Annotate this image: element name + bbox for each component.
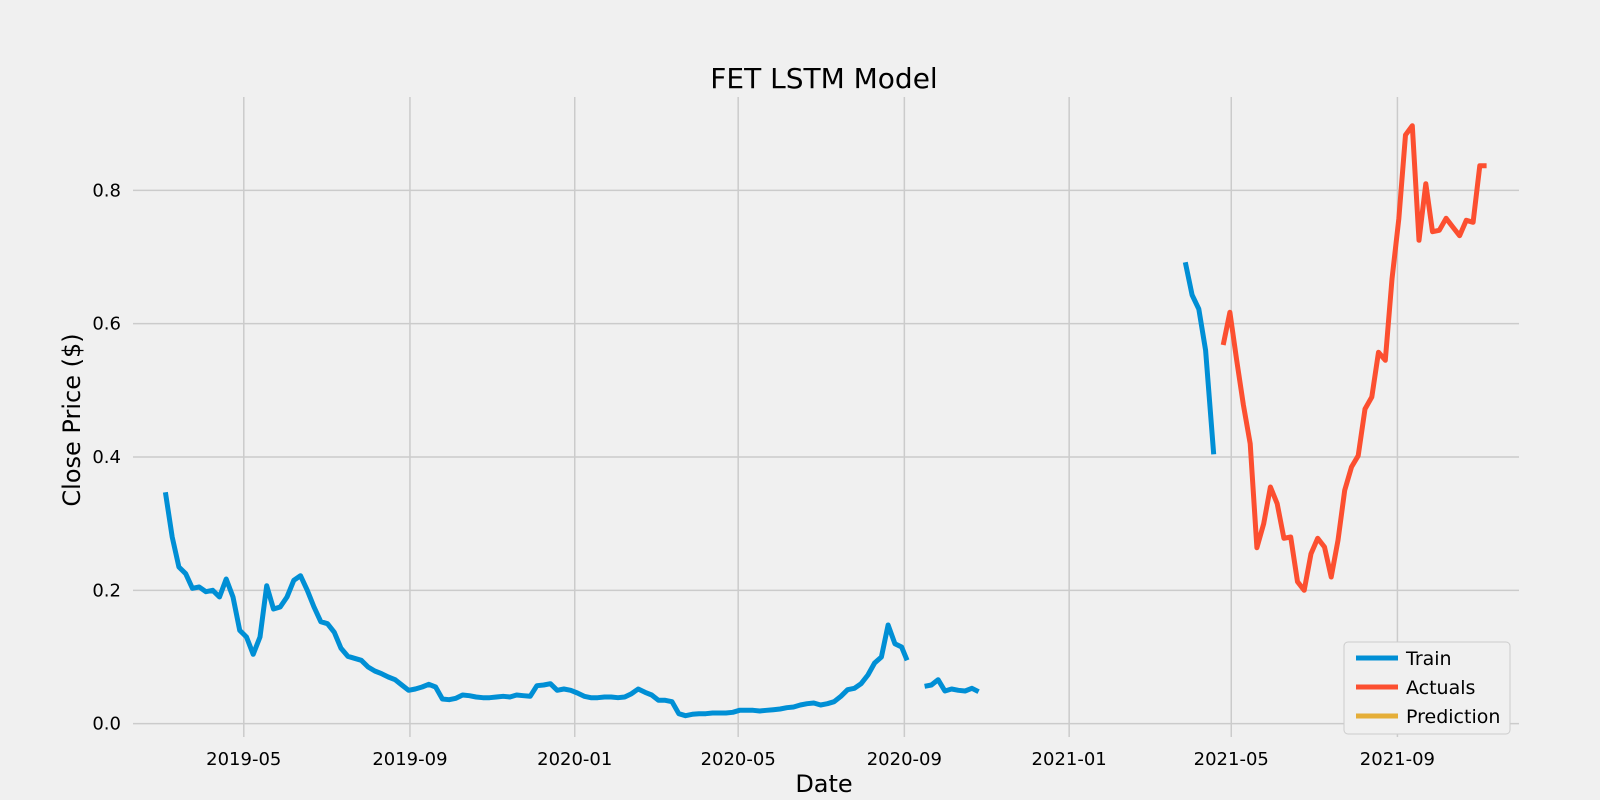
x-tick-label: 2021-01 [1032,749,1107,770]
y-tick-label: 0.6 [92,314,121,335]
legend: Train Actuals Prediction [1343,641,1511,735]
series-line-train [1182,261,1217,455]
legend-label-train: Train [1405,648,1452,670]
x-tick-labels: 2019-05 2019-09 2020-01 2020-05 2020-09 2021-… [206,749,1435,770]
legend-label-actuals: Actuals [1406,677,1475,699]
series-line-train [162,491,910,719]
x-tick-label: 2021-05 [1194,749,1269,770]
grid-lines [133,97,1519,737]
chart-title: FET LSTM Model [710,62,937,95]
y-tick-label: 0.8 [92,180,121,201]
x-tick-label: 2020-05 [701,749,776,770]
series-line-train [924,677,980,694]
y-tick-label: 0.0 [92,714,121,735]
x-axis-label: Date [795,770,852,798]
x-tick-label: 2020-09 [867,749,942,770]
series-lines [162,123,1487,719]
y-tick-label: 0.2 [92,580,121,601]
x-tick-label: 2021-09 [1360,749,1435,770]
x-tick-label: 2019-05 [206,749,281,770]
legend-label-prediction: Prediction [1406,706,1500,728]
y-tick-label: 0.4 [92,447,121,468]
y-tick-labels: 0.0 0.2 0.4 0.6 0.8 [92,180,121,734]
y-axis-label: Close Price ($) [58,333,86,506]
x-tick-label: 2019-09 [372,749,447,770]
x-tick-label: 2020-01 [537,749,612,770]
legend-box [1343,641,1511,735]
series-line-actuals [1220,123,1487,593]
